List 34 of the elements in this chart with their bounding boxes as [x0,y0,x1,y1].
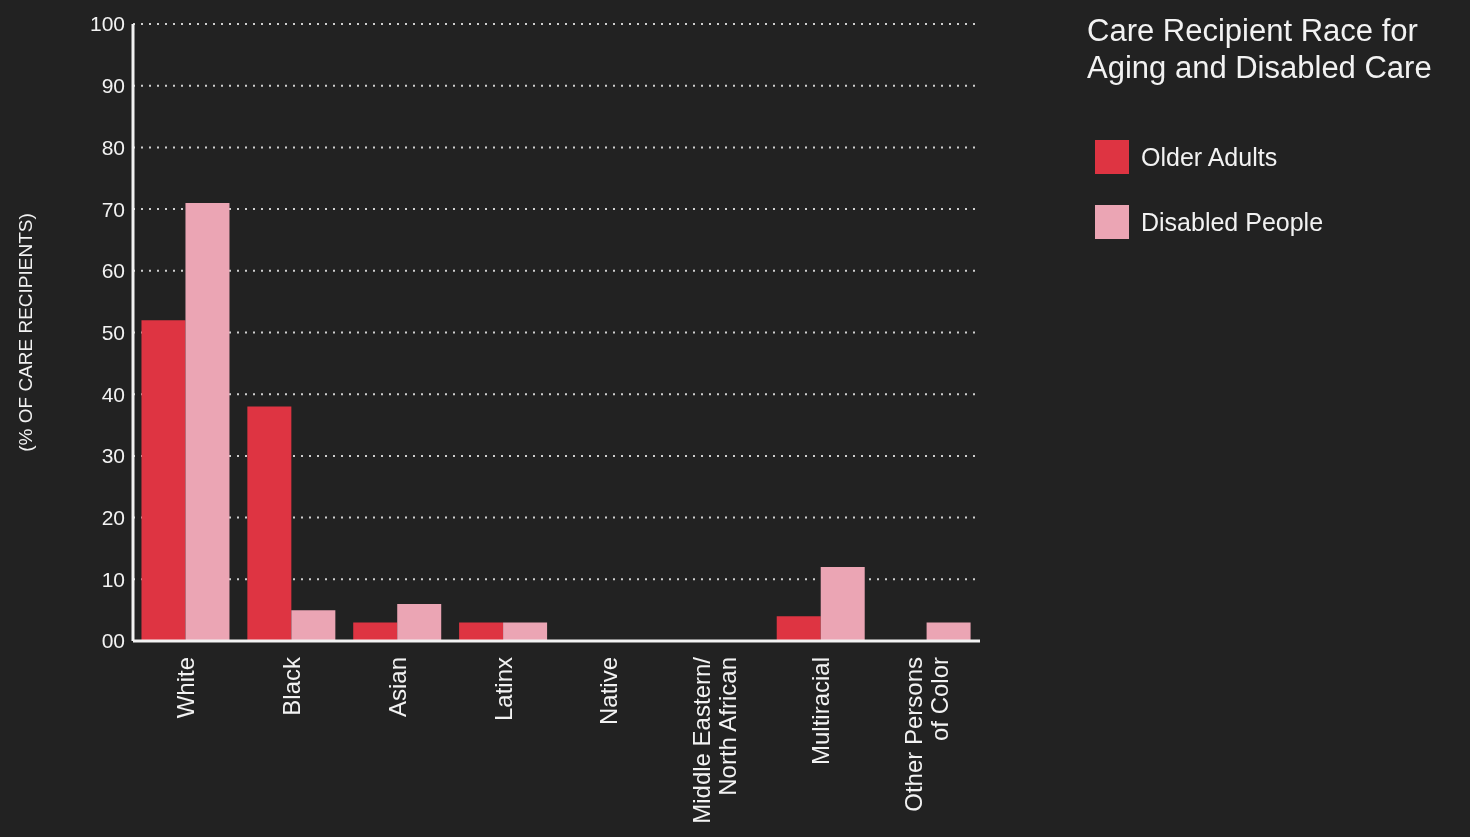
y-tick-label: 80 [101,135,125,159]
x-tick-label: Latinx [489,657,517,722]
y-tick-label: 60 [101,259,125,283]
bar [820,566,865,641]
y-tick-label: 20 [101,506,125,530]
y-tick-label: 40 [101,382,125,406]
x-tick-label: Multiracial [807,657,835,766]
bar [776,616,821,641]
x-tick-label: Native [595,657,623,726]
bar [247,406,292,641]
x-tick-label: Middle Eastern/ North African [688,656,742,824]
y-tick-label: 10 [101,567,125,591]
text: Care Recipient Race for Aging and Disabled Care [1087,12,1433,86]
bar [353,622,398,641]
bar [926,622,971,641]
x-tick-label: Asian [383,657,411,718]
bar [459,622,504,641]
y-axis-title: (% OF CARE RECIPIENTS) [14,213,36,452]
legend-label: Disabled People [1141,207,1324,237]
y-tick-label: 70 [101,197,125,221]
bar [185,202,230,641]
x-tick-label: Black [277,656,305,716]
y-tick-label: 90 [101,74,125,98]
x-tick-label: Other Persons of Color [900,657,954,812]
bar [503,622,548,641]
y-tick-label: 100 [89,12,125,36]
y-tick-label: 50 [101,320,125,344]
y-tick-label: 30 [101,444,125,468]
y-tick-label: 00 [101,629,125,653]
x-tick-label: White [171,657,199,719]
bar [397,603,442,641]
legend-label: Older Adults [1141,142,1278,172]
bar [291,610,336,641]
bar [141,320,186,641]
